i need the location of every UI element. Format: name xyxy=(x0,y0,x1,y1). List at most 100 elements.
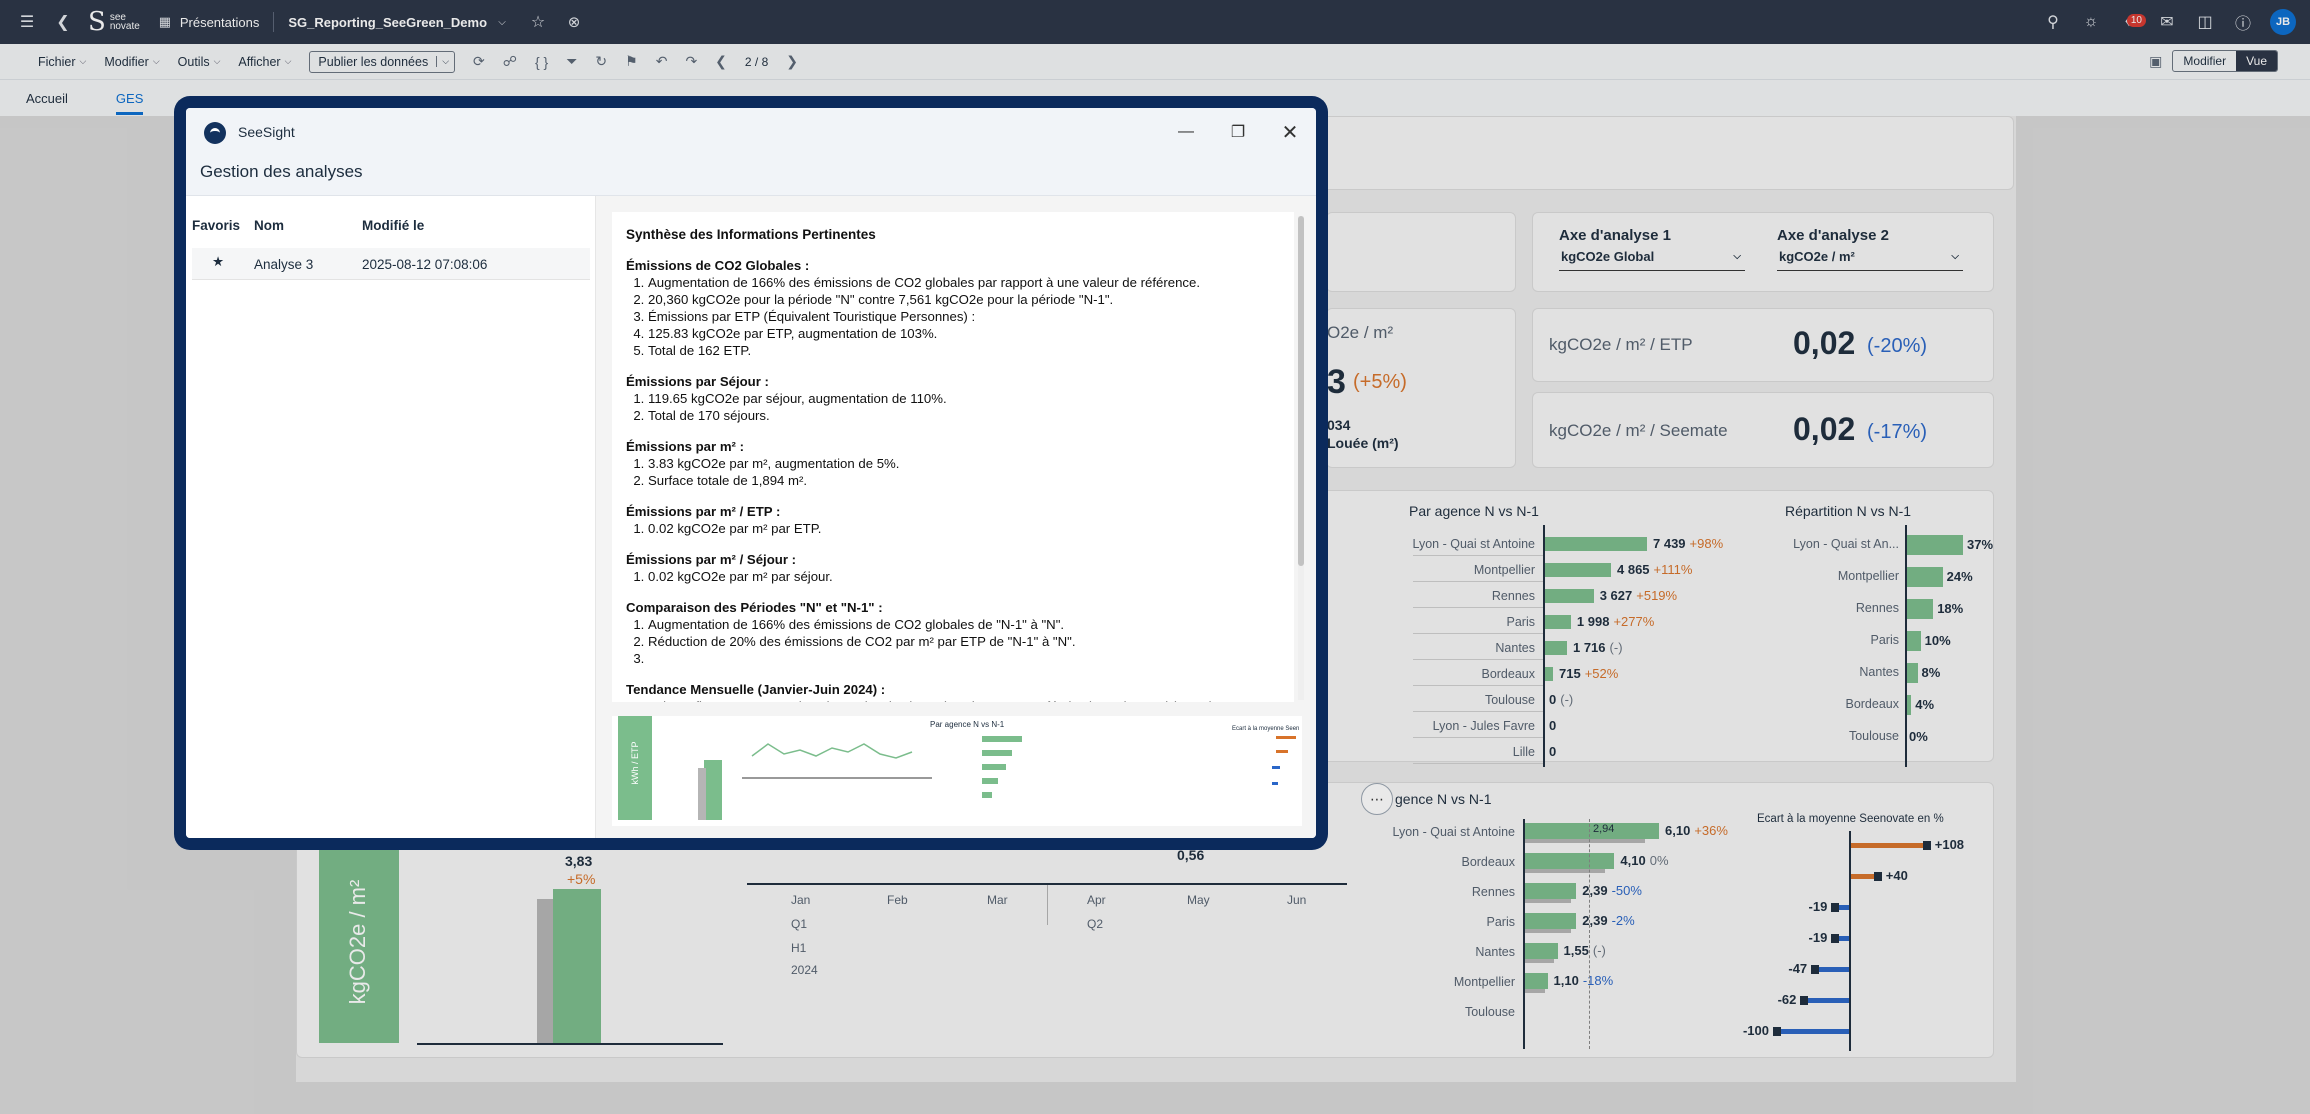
menu-modifier[interactable]: Modifier ⌵ xyxy=(104,54,160,69)
menu-outils[interactable]: Outils ⌵ xyxy=(177,54,221,69)
summary-item: 3.83 kgCO2e par m², augmentation de 5%. xyxy=(648,455,1280,472)
agence-value: 4 865 +111% xyxy=(1617,562,1692,577)
agence-value: 7 439 +98% xyxy=(1653,536,1723,551)
agence2-delta: +36% xyxy=(1694,823,1728,838)
agence-bar xyxy=(1543,667,1553,681)
thumb-line-chart xyxy=(742,743,932,779)
thumb-bar-5 xyxy=(982,792,992,798)
shell-bar: ☰ ❮ S see novate ▦ Présentations SG_Repor… xyxy=(0,0,2310,44)
ecart-value: -100 xyxy=(1742,1023,1769,1038)
ecart-bar xyxy=(1835,936,1849,941)
agence2-value-text: 1,55 xyxy=(1563,943,1589,958)
menu-afficher[interactable]: Afficher ⌵ xyxy=(238,54,292,69)
thumb-ecart-2 xyxy=(1276,750,1288,753)
thumb-ecart-bars xyxy=(1272,736,1302,816)
feedback-icon[interactable]: ◫ xyxy=(2197,14,2213,31)
repartition-label: Toulouse xyxy=(1848,729,1899,743)
refresh-icon[interactable]: ↻ xyxy=(595,53,608,69)
back-icon[interactable]: ❮ xyxy=(56,14,70,31)
agence2-value-text: 1,10 xyxy=(1553,973,1579,988)
agence-label: Lyon - Jules Favre xyxy=(1432,719,1535,733)
next-page-icon[interactable]: ❯ xyxy=(786,53,798,69)
summary-item: Réduction de 20% des émissions de CO2 pa… xyxy=(648,633,1280,650)
close-circle-icon[interactable]: ⊗ xyxy=(567,14,581,31)
edit-mode-button[interactable]: Modifier xyxy=(2183,54,2227,68)
avatar[interactable]: JB xyxy=(2270,9,2296,35)
kpi-seemate-card: kgCO2e / m² / Seemate 0,02 (-17%) xyxy=(1532,392,1994,468)
agence-axis xyxy=(1543,525,1545,767)
agence2-label: Lyon - Quai st Antoine xyxy=(1392,825,1515,839)
repartition-value: 24% xyxy=(1946,569,1973,584)
tab-accueil[interactable]: Accueil xyxy=(26,90,68,106)
ecart-bar xyxy=(1804,998,1849,1003)
agence-label: Montpellier xyxy=(1473,563,1535,577)
notification-count: 10 xyxy=(2126,14,2146,27)
minimize-icon[interactable]: — xyxy=(1178,123,1194,140)
axe2-select[interactable]: kgCO2e / m² ⌵ xyxy=(1777,249,1963,271)
document-title[interactable]: SG_Reporting_SeeGreen_Demo xyxy=(288,14,488,30)
thumb-vertical-label: kWh / ETP xyxy=(630,741,640,785)
redo-icon[interactable]: ↷ xyxy=(685,53,698,69)
thumb-title: Par agence N vs N-1 xyxy=(930,720,1005,729)
agence-delta: +519% xyxy=(1636,588,1678,603)
agence-row-line xyxy=(1413,555,1543,556)
chevron-down-icon: ⌵ xyxy=(1951,251,1959,262)
formula-icon[interactable]: { } xyxy=(534,53,549,70)
menu-icon[interactable]: ☰ xyxy=(19,14,35,31)
agence2-prev-value: 2,94 xyxy=(1593,823,1615,835)
notification-bell-icon[interactable]: ♦10 xyxy=(2118,11,2146,33)
ecart-bar xyxy=(1849,843,1927,848)
agence-row-line xyxy=(1413,607,1543,608)
previous-page-icon[interactable]: ❮ xyxy=(715,53,727,69)
ecart-value: -19 xyxy=(1808,930,1828,945)
restore-icon[interactable]: ❐ xyxy=(1230,124,1246,141)
help-icon[interactable]: ⓘ xyxy=(2234,16,2251,33)
scrollbar[interactable] xyxy=(1298,216,1304,700)
view-mode-button[interactable]: Vue xyxy=(2236,51,2277,71)
publish-data-button[interactable]: Publier les données ⌵ xyxy=(309,50,456,73)
bookmark-icon[interactable]: ⚑ xyxy=(625,53,638,69)
list-item[interactable]: ★ Analyse 3 2025-08-12 07:08:06 xyxy=(192,248,590,280)
favorite-star-icon[interactable]: ★ xyxy=(212,254,225,269)
agence2-delta: (-) xyxy=(1592,943,1606,958)
summary-item: Augmentation de 166% des émissions de CO… xyxy=(648,616,1280,633)
agence-value: 3 627 +519% xyxy=(1600,588,1677,603)
scrollbar-thumb[interactable] xyxy=(1298,216,1304,566)
summary-text[interactable]: Synthèse des Informations Pertinentes Ém… xyxy=(612,212,1294,702)
chat-icon[interactable]: ✉ xyxy=(2160,14,2174,31)
menu-fichier[interactable]: Fichier ⌵ xyxy=(38,54,87,69)
tab-ges[interactable]: GES xyxy=(115,91,144,115)
agence-value-text: 0 xyxy=(1549,692,1557,707)
agence-row-line xyxy=(1413,737,1543,738)
repartition-bar xyxy=(1905,599,1934,619)
undo-icon[interactable]: ↶ xyxy=(655,53,668,69)
agence2-bar xyxy=(1523,913,1577,929)
agence2-value-text: 2,39 xyxy=(1582,883,1608,898)
agence2-bar xyxy=(1523,943,1558,959)
repartition-bar xyxy=(1905,663,1918,683)
analysis-date: 2025-08-12 07:08:06 xyxy=(362,257,488,272)
chevron-down-icon[interactable]: ⌵ xyxy=(498,16,506,28)
close-icon[interactable]: ✕ xyxy=(1281,121,1299,144)
agence2-value: 2,39 -50% xyxy=(1582,883,1642,898)
filter-icon[interactable]: ⏷ xyxy=(566,53,578,69)
agence-value-text: 715 xyxy=(1558,666,1581,681)
agence2-label: Montpellier xyxy=(1453,975,1515,989)
more-options-button[interactable]: ⋯ xyxy=(1361,783,1393,815)
repartition-label: Nantes xyxy=(1859,665,1899,679)
agence2-value: 6,10 +36% xyxy=(1665,823,1728,838)
agence2-delta: -18% xyxy=(1582,973,1614,988)
sync-icon[interactable]: ⟳ xyxy=(473,53,485,69)
summary-section-title: Tendance Mensuelle (Janvier-Juin 2024) : xyxy=(626,682,886,697)
agence-value: 0 xyxy=(1549,744,1560,759)
presentations-link[interactable]: Présentations xyxy=(179,14,260,30)
lightbulb-icon[interactable]: ☼ xyxy=(2083,13,2099,30)
link-icon[interactable]: ☍ xyxy=(502,53,517,69)
favorite-star-icon[interactable]: ☆ xyxy=(530,14,546,31)
search-icon[interactable]: ⚲ xyxy=(2047,14,2059,31)
agence-value: 0 (-) xyxy=(1549,692,1573,707)
app-name: SeeSight xyxy=(238,124,295,140)
axe1-select[interactable]: kgCO2e Global ⌵ xyxy=(1559,249,1745,271)
display-icon[interactable]: ▣ xyxy=(2149,52,2163,69)
summary-list: 3.83 kgCO2e par m², augmentation de 5%.S… xyxy=(626,455,1280,489)
